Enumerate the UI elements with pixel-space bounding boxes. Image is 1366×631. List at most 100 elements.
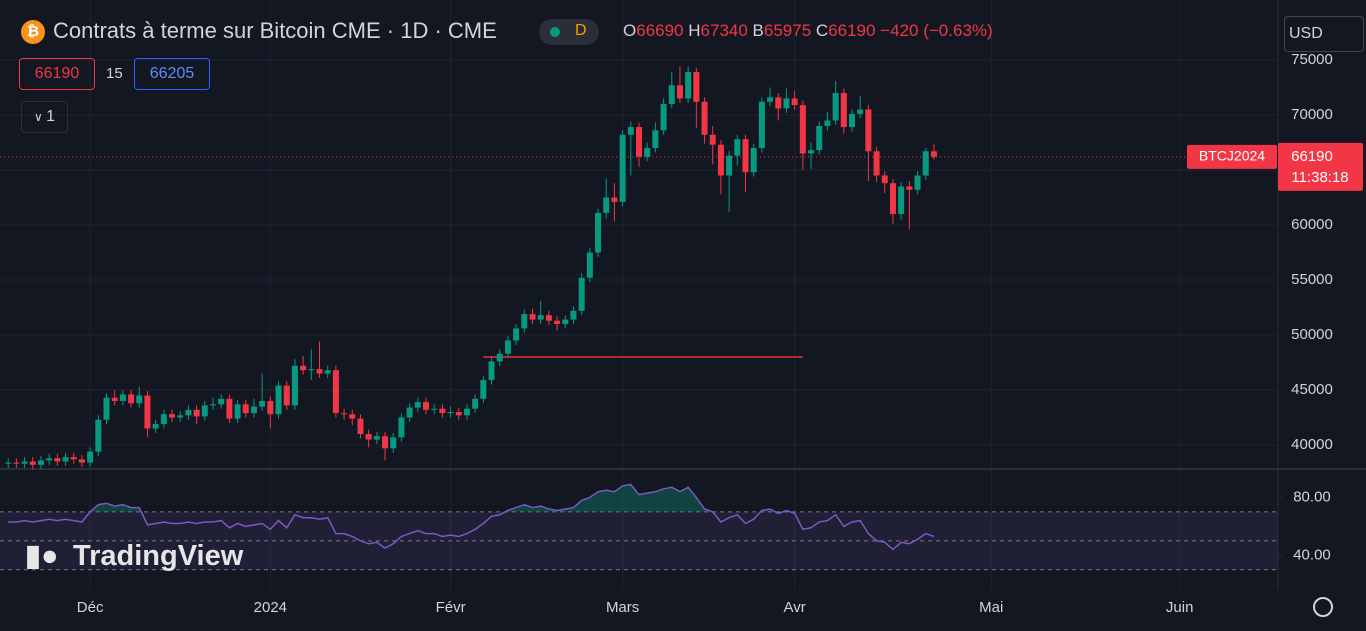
candle-body xyxy=(832,92,839,121)
currency-button[interactable]: USD xyxy=(1284,16,1364,52)
candle-body xyxy=(414,402,421,408)
indicator-toggle[interactable]: ∨ 1 xyxy=(21,101,68,133)
candle-body xyxy=(242,404,249,414)
candle-body xyxy=(726,155,733,176)
candle-body xyxy=(693,72,700,102)
ask-box[interactable]: 66205 xyxy=(134,58,210,90)
candle-body xyxy=(889,183,896,214)
candle-body xyxy=(259,401,266,407)
candle-body xyxy=(676,85,683,99)
candle-body xyxy=(382,436,389,449)
x-tick-label: Mars xyxy=(606,599,639,616)
badge-text: D xyxy=(575,22,587,39)
y-tick-label: 55000 xyxy=(1291,271,1333,288)
y-tick-label: 45000 xyxy=(1291,381,1333,398)
status-badge[interactable]: D xyxy=(539,19,599,45)
candle-body xyxy=(529,314,536,320)
candle-body xyxy=(136,395,143,404)
candle-body xyxy=(857,109,864,114)
candle-body xyxy=(816,125,823,151)
candle-body xyxy=(291,365,298,406)
y-tick-label: 75000 xyxy=(1291,51,1333,68)
candle-body xyxy=(341,413,348,415)
candle-body xyxy=(128,394,135,404)
x-tick-label: Mai xyxy=(979,599,1003,616)
candle-body xyxy=(799,105,806,154)
candle-body xyxy=(357,418,364,435)
candle-body xyxy=(562,319,569,324)
candle-body xyxy=(750,147,757,173)
candle-body xyxy=(717,144,724,176)
candle-body xyxy=(29,461,36,465)
candle-body xyxy=(349,414,356,419)
candle-body xyxy=(775,97,782,109)
candle-body xyxy=(250,406,257,414)
candle-body xyxy=(914,175,921,190)
candle-body xyxy=(152,424,159,429)
candle-body xyxy=(316,369,323,374)
x-tick-label: Déc xyxy=(77,599,104,616)
candle-body xyxy=(906,186,913,190)
candle-body xyxy=(332,370,339,414)
candle-body xyxy=(791,98,798,106)
candle-body xyxy=(849,113,855,128)
candle-body xyxy=(406,407,413,418)
o-label: O xyxy=(623,21,637,40)
y-tick-label: 40000 xyxy=(1291,436,1333,453)
open-value: 66690 xyxy=(636,21,684,40)
candle-body xyxy=(660,103,667,131)
candle-body xyxy=(62,457,69,462)
ohlc-legend: O66690 H67340 B65975 C66190 −420 (−0.63%… xyxy=(623,21,993,41)
symbol-title[interactable]: Contrats à terme sur Bitcoin CME · 1D · … xyxy=(53,18,497,43)
indicator-count: 1 xyxy=(46,108,56,125)
change: −420 (−0.63%) xyxy=(880,21,993,40)
candle-body xyxy=(373,436,380,440)
candle-body xyxy=(95,419,102,452)
candle-body xyxy=(627,127,634,135)
settings-icon[interactable] xyxy=(1313,597,1333,617)
close-value: 66190 xyxy=(828,21,876,40)
candle-body xyxy=(652,130,659,148)
candle-body xyxy=(480,380,487,399)
candle-body xyxy=(873,151,880,176)
candle-body xyxy=(218,398,225,405)
candle-body xyxy=(111,397,118,402)
candle-body xyxy=(734,139,741,156)
logo: ▮● TradingView xyxy=(25,540,244,572)
candle-body xyxy=(308,369,315,371)
symbol-tag xyxy=(1187,144,1277,169)
candle-body xyxy=(472,398,479,409)
price-tag-value: 66190 xyxy=(1291,148,1333,165)
candle-body xyxy=(898,186,905,214)
bid-box[interactable]: 66190 xyxy=(19,58,95,90)
candle-body xyxy=(619,134,626,202)
candle-body xyxy=(54,458,61,462)
price-tag xyxy=(1278,142,1363,191)
candle-body xyxy=(87,451,94,463)
candle-body xyxy=(193,409,200,417)
coin-icon: ₿ xyxy=(21,20,45,44)
y2-tick-label: 40.00 xyxy=(1293,546,1331,563)
candle-body xyxy=(554,320,561,324)
candle-body xyxy=(398,417,405,438)
candle-body xyxy=(840,92,847,128)
symbol-tag-text: BTCJ2024 xyxy=(1199,148,1265,164)
candle-body xyxy=(103,397,110,420)
candle-body xyxy=(78,459,85,463)
candle-body xyxy=(603,197,610,213)
candle-body xyxy=(423,402,429,410)
candle-body xyxy=(365,434,372,440)
candle-body xyxy=(742,139,749,173)
candle-body xyxy=(70,457,77,460)
countdown: 11:38:18 xyxy=(1291,169,1348,186)
candle-body xyxy=(185,409,192,416)
candle-body xyxy=(201,405,208,417)
x-tick-label: Févr xyxy=(436,599,466,616)
candle-body xyxy=(709,134,716,145)
candle-body xyxy=(537,315,544,320)
candle-body xyxy=(46,458,53,461)
candle-body xyxy=(455,412,462,416)
candle-body xyxy=(808,150,815,154)
rsi-line xyxy=(8,483,935,551)
